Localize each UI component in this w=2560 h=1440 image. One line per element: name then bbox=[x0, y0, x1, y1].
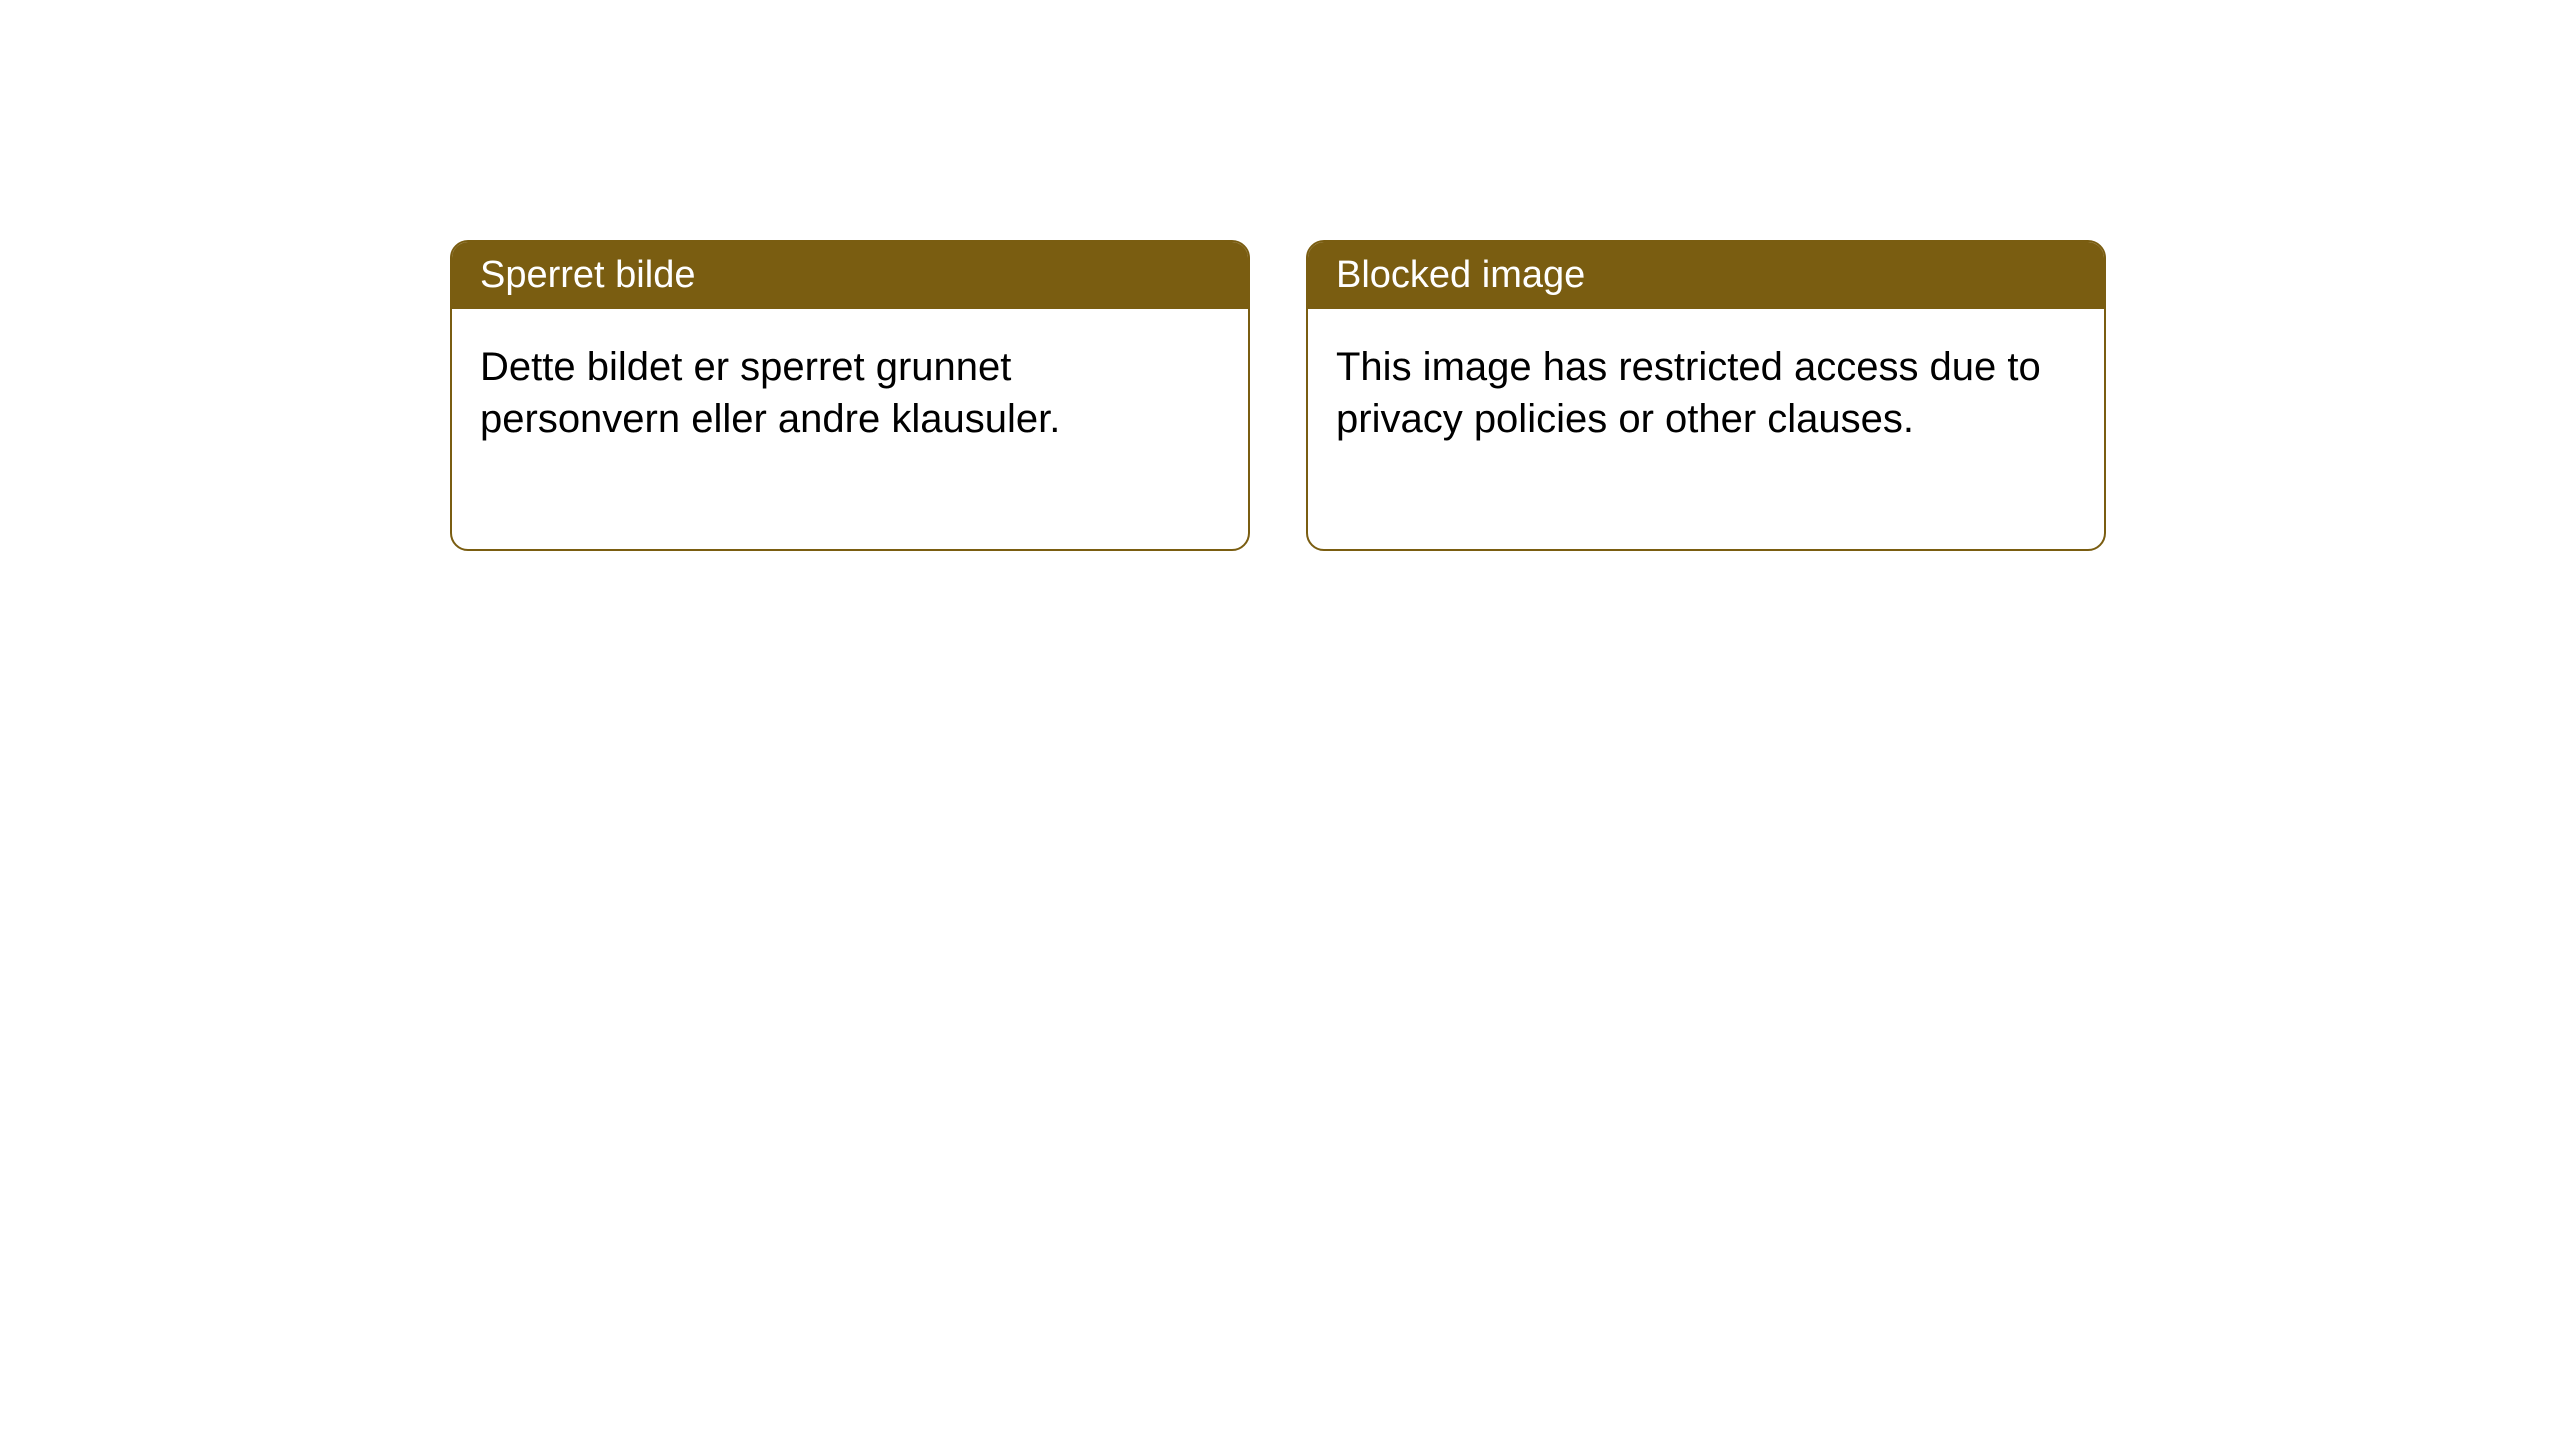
notice-body: Dette bildet er sperret grunnet personve… bbox=[452, 309, 1248, 549]
notice-card-english: Blocked image This image has restricted … bbox=[1306, 240, 2106, 551]
notice-card-norwegian: Sperret bilde Dette bildet er sperret gr… bbox=[450, 240, 1250, 551]
notice-title: Sperret bilde bbox=[480, 254, 695, 296]
notice-header: Blocked image bbox=[1308, 242, 2104, 309]
notice-title: Blocked image bbox=[1336, 254, 1585, 296]
notice-message: This image has restricted access due to … bbox=[1336, 345, 2041, 441]
notice-header: Sperret bilde bbox=[452, 242, 1248, 309]
notice-container: Sperret bilde Dette bildet er sperret gr… bbox=[450, 240, 2106, 551]
notice-body: This image has restricted access due to … bbox=[1308, 309, 2104, 549]
notice-message: Dette bildet er sperret grunnet personve… bbox=[480, 345, 1060, 441]
